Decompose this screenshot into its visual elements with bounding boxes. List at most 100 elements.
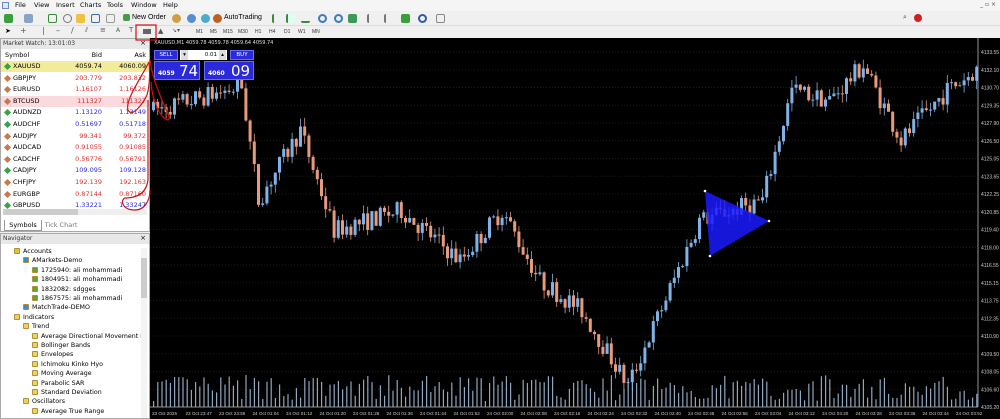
timeframe-d1[interactable]: D1 [284,29,291,35]
menu-file[interactable]: File [15,1,26,9]
zoom-out-icon[interactable] [334,14,343,23]
navigator-item[interactable]: 1832082: sdgges [32,285,96,294]
close-icon[interactable]: × [140,39,146,47]
menu-tools[interactable]: Tools [107,1,124,9]
signals-icon[interactable] [172,14,181,23]
price-chart[interactable]: 4133.55 4132.10 4130.70 4129.35 4127.90 4126.… [150,38,1000,419]
equidistant-channel-icon[interactable]: ⫽ [85,26,89,34]
strategy-tester-icon[interactable] [106,14,115,23]
close-icon[interactable]: × [140,234,146,242]
timeframe-m30[interactable]: M30 [238,29,248,35]
lot-size-input[interactable]: ▾ 0.01 ▴ [180,50,227,60]
navigator-item[interactable]: 1867575: ali mohammadi [32,294,122,303]
market-icon[interactable] [201,14,210,23]
navigator-item[interactable]: Oscillators [23,397,65,406]
menu-charts[interactable]: Charts [80,1,102,9]
horizontal-scrollbar[interactable] [3,209,147,215]
menu-insert[interactable]: Insert [56,1,75,9]
navigator-item[interactable]: Envelopes [32,350,73,359]
text-icon[interactable]: A [116,27,121,34]
vertical-line-icon[interactable]: | [42,26,45,35]
tab-symbols[interactable]: Symbols [4,220,42,231]
navigator-item[interactable]: 1725940: ali mohammadi [32,266,122,275]
crosshair-icon[interactable]: + [20,26,27,35]
navigator-item[interactable]: Trend [23,322,49,331]
triangle-icon[interactable]: ▲ [158,27,164,35]
line-chart-icon[interactable] [301,14,310,23]
timeframe-m15[interactable]: M15 [223,29,233,35]
timeframe-mn[interactable]: MN [312,29,320,35]
tab-tick-chart[interactable]: Tick Chart [44,221,78,229]
arrows-icon[interactable]: ↘▾ [172,27,181,34]
market-watch-row[interactable]: AUDNZD 1.13120 1.13149 [1,107,149,118]
market-watch-row[interactable]: CADCHF 0.56776 0.56791 [1,154,149,165]
terminal-icon[interactable] [91,14,100,23]
market-watch-row[interactable]: BTCUSD 111327 111327 [1,95,149,107]
templates-icon[interactable] [436,14,445,23]
column-ask[interactable]: Ask [134,51,146,59]
fibonacci-icon[interactable]: ≡ [100,26,106,34]
navigator-item[interactable]: Bollinger Bands [32,341,90,350]
sell-button[interactable]: SELL [154,50,178,60]
navigator-item[interactable]: Moving Average [32,369,92,378]
lot-decrease-button[interactable]: ▾ [181,50,188,60]
navigator-item[interactable]: Standard Deviation [32,388,102,397]
cursor-icon[interactable]: ➤ [5,27,11,35]
timeframe-m1[interactable]: M1 [196,29,203,35]
menu-window[interactable]: Window [131,1,157,9]
timeframe-h4[interactable]: H4 [269,29,276,35]
menu-help[interactable]: Help [163,1,178,9]
profiles-icon[interactable] [24,14,33,23]
navigator-item[interactable]: AMarkets-Demo [23,256,82,265]
lot-increase-button[interactable]: ▴ [219,50,226,60]
horizontal-line-icon[interactable]: – [56,26,60,35]
market-watch-row[interactable]: CADJPY 109.095 109.128 [1,165,149,176]
navigator-item[interactable]: Average Directional Movement I [32,332,142,341]
new-chart-icon[interactable] [4,14,13,23]
navigator-item[interactable]: Ichimoku Kinko Hyo [32,360,103,369]
search-icon[interactable]: ⌕ [903,13,907,21]
chart-window[interactable]: 4133.55 4132.10 4130.70 4129.35 4127.90 4126.… [150,38,1000,419]
chart-shift-icon[interactable] [384,14,393,23]
navigator-icon[interactable] [76,14,85,23]
text-label-icon[interactable]: T [129,26,134,34]
sell-price-button[interactable]: 4059 74 [154,61,200,80]
data-window-icon[interactable] [63,14,72,23]
auto-scroll-icon[interactable] [367,14,376,23]
indicators-icon[interactable] [401,14,410,23]
market-watch-row[interactable]: AUDCAD 0.91055 0.91085 [1,142,149,153]
notification-icon[interactable] [914,14,922,22]
buy-button[interactable]: BUY [230,50,254,60]
window-controls[interactable]: _ ▫ × [980,1,996,8]
market-watch-row[interactable]: AUDCHF 0.51697 0.51718 [1,119,149,130]
navigator-item[interactable]: Indicators [14,313,54,322]
navigator-item[interactable]: Accounts [14,247,52,256]
column-bid[interactable]: Bid [91,51,102,59]
navigator-item[interactable]: Parabolic SAR [32,379,84,388]
market-watch-row[interactable]: CHFJPY 192.139 192.163 [1,177,149,188]
lot-value[interactable]: 0.01 [204,52,217,58]
market-watch-row[interactable]: AUDJPY 99.341 99.372 [1,131,149,142]
timeframe-h1[interactable]: H1 [255,29,262,35]
market-watch-row[interactable]: GBPJPY 203.779 203.832 [1,73,149,84]
navigator-item[interactable]: Average True Range [32,407,104,416]
menu-view[interactable]: View [34,1,50,9]
new-order-button[interactable]: New Order [132,14,166,21]
navigator-item[interactable]: 1804951: ali mohammadi [32,275,122,284]
column-symbol[interactable]: Symbol [5,51,30,59]
buy-price-button[interactable]: 4060 09 [204,61,254,80]
market-watch-row[interactable]: EURUSD 1.16107 1.16126 [1,84,149,95]
zoom-in-icon[interactable] [318,14,327,23]
tile-windows-icon[interactable] [348,14,357,23]
candlestick-icon[interactable] [286,14,295,23]
navigator-item[interactable]: MatchTrade-DEMO [23,303,90,312]
autotrading-button[interactable]: AutoTrading [224,14,262,21]
vertical-scrollbar[interactable] [141,248,147,418]
market-watch-row[interactable]: XAUUSD 4059.74 4060.09 [1,61,149,72]
periods-icon[interactable] [418,14,427,23]
market-watch-icon[interactable] [48,14,57,23]
bar-chart-icon[interactable] [272,14,281,23]
timeframe-m5[interactable]: M5 [210,29,217,35]
community-icon[interactable] [187,14,196,23]
trendline-icon[interactable]: / [71,26,74,35]
